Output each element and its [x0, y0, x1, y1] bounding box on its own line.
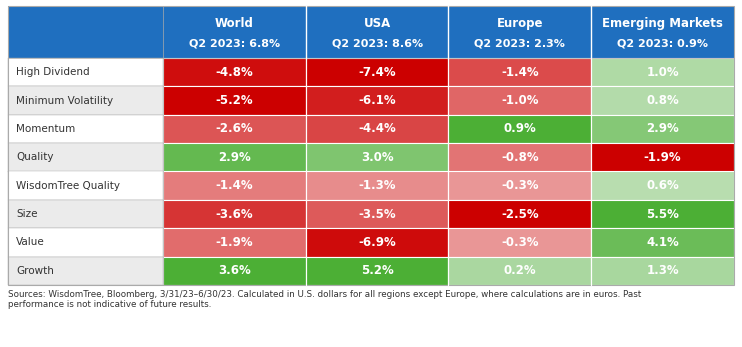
Text: Emerging Markets: Emerging Markets: [603, 17, 723, 29]
Bar: [163, 115, 306, 143]
Bar: [306, 200, 448, 228]
Bar: [163, 86, 306, 115]
Text: -4.8%: -4.8%: [215, 66, 253, 79]
Bar: [448, 143, 591, 171]
Bar: [448, 115, 591, 143]
Text: WisdomTree Quality: WisdomTree Quality: [16, 181, 120, 191]
Text: 2.9%: 2.9%: [646, 122, 679, 135]
Text: 1.3%: 1.3%: [646, 264, 679, 277]
Text: -0.3%: -0.3%: [501, 179, 539, 192]
Text: -1.3%: -1.3%: [358, 179, 396, 192]
Text: Size: Size: [16, 209, 38, 219]
Text: -0.8%: -0.8%: [501, 151, 539, 164]
Text: High Dividend: High Dividend: [16, 67, 90, 77]
Text: 3.0%: 3.0%: [361, 151, 393, 164]
Bar: [306, 115, 448, 143]
Text: 0.9%: 0.9%: [504, 122, 536, 135]
Bar: [163, 58, 306, 86]
Bar: [306, 6, 448, 58]
Bar: [8, 6, 163, 58]
Text: Q2 2023: 6.8%: Q2 2023: 6.8%: [188, 39, 280, 49]
Text: -6.9%: -6.9%: [358, 236, 396, 249]
Bar: [591, 86, 734, 115]
Text: 4.1%: 4.1%: [646, 236, 679, 249]
Bar: [163, 171, 306, 200]
Text: Q2 2023: 2.3%: Q2 2023: 2.3%: [474, 39, 565, 49]
Bar: [163, 200, 306, 228]
Text: -0.3%: -0.3%: [501, 236, 539, 249]
Bar: [448, 58, 591, 86]
Bar: [448, 86, 591, 115]
Bar: [306, 228, 448, 257]
Bar: [591, 58, 734, 86]
Bar: [8, 6, 734, 285]
Bar: [591, 228, 734, 257]
Bar: [8, 200, 163, 228]
Text: Quality: Quality: [16, 152, 53, 162]
Text: Sources: WisdomTree, Bloomberg, 3/31/23–6/30/23. Calculated in U.S. dollars for : Sources: WisdomTree, Bloomberg, 3/31/23–…: [8, 290, 641, 310]
Text: 2.9%: 2.9%: [218, 151, 251, 164]
Text: Value: Value: [16, 237, 45, 247]
Bar: [448, 257, 591, 285]
Text: -2.5%: -2.5%: [501, 208, 539, 221]
Bar: [448, 171, 591, 200]
Bar: [591, 143, 734, 171]
Bar: [8, 115, 163, 143]
Text: -1.4%: -1.4%: [216, 179, 253, 192]
Text: Q2 2023: 8.6%: Q2 2023: 8.6%: [332, 39, 423, 49]
Bar: [8, 86, 163, 115]
Text: -1.9%: -1.9%: [216, 236, 253, 249]
Bar: [591, 171, 734, 200]
Text: 5.2%: 5.2%: [361, 264, 393, 277]
Text: Momentum: Momentum: [16, 124, 75, 134]
Text: -2.6%: -2.6%: [216, 122, 253, 135]
Text: -3.5%: -3.5%: [358, 208, 396, 221]
Bar: [448, 228, 591, 257]
Bar: [591, 200, 734, 228]
Bar: [591, 115, 734, 143]
Bar: [306, 171, 448, 200]
Text: 0.8%: 0.8%: [646, 94, 679, 107]
Text: -5.2%: -5.2%: [216, 94, 253, 107]
Text: -4.4%: -4.4%: [358, 122, 396, 135]
Text: Minimum Volatility: Minimum Volatility: [16, 95, 113, 105]
Bar: [591, 6, 734, 58]
Text: 3.6%: 3.6%: [218, 264, 251, 277]
Text: -3.6%: -3.6%: [216, 208, 253, 221]
Bar: [8, 257, 163, 285]
Text: -1.0%: -1.0%: [501, 94, 539, 107]
Bar: [448, 6, 591, 58]
Text: World: World: [215, 17, 254, 29]
Text: Q2 2023: 0.9%: Q2 2023: 0.9%: [617, 39, 708, 49]
Text: -7.4%: -7.4%: [358, 66, 396, 79]
Bar: [163, 143, 306, 171]
Text: 1.0%: 1.0%: [646, 66, 679, 79]
Bar: [163, 6, 306, 58]
Bar: [163, 257, 306, 285]
Text: -1.9%: -1.9%: [644, 151, 681, 164]
Text: Europe: Europe: [496, 17, 543, 29]
Text: -1.4%: -1.4%: [501, 66, 539, 79]
Bar: [8, 58, 163, 86]
Bar: [163, 228, 306, 257]
Text: 0.2%: 0.2%: [504, 264, 536, 277]
Text: 5.5%: 5.5%: [646, 208, 679, 221]
Text: USA: USA: [364, 17, 391, 29]
Bar: [306, 58, 448, 86]
Bar: [8, 228, 163, 257]
Text: Growth: Growth: [16, 266, 54, 276]
Bar: [306, 257, 448, 285]
Bar: [591, 257, 734, 285]
Bar: [306, 143, 448, 171]
Text: 0.6%: 0.6%: [646, 179, 679, 192]
Bar: [8, 171, 163, 200]
Bar: [306, 86, 448, 115]
Text: -6.1%: -6.1%: [358, 94, 396, 107]
Bar: [448, 200, 591, 228]
Bar: [8, 143, 163, 171]
